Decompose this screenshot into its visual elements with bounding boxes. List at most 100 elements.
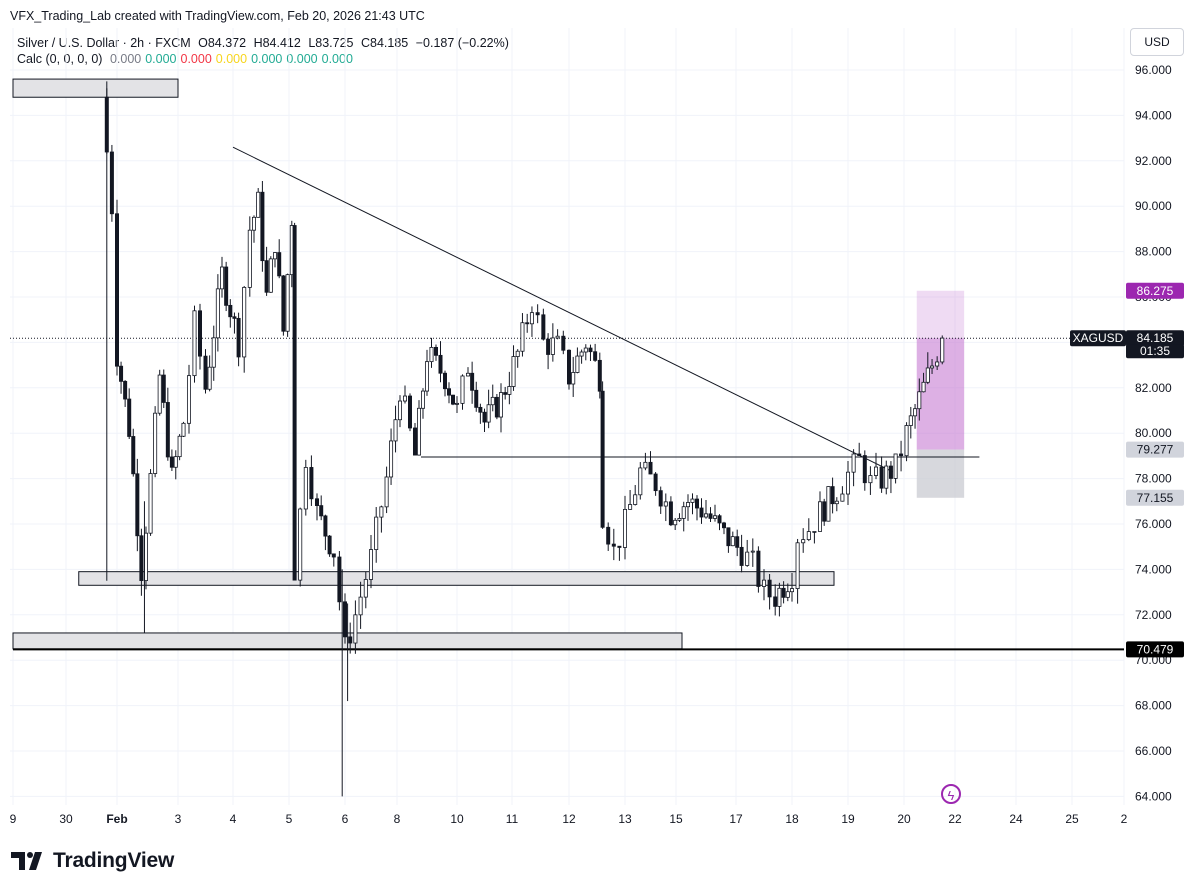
candle-body: [583, 347, 588, 353]
candle-body: [668, 501, 673, 526]
candles: [104, 81, 945, 797]
candle-body: [812, 531, 817, 533]
candle-body: [781, 587, 786, 598]
candle-body: [242, 286, 247, 358]
stop-price-label: 77.155: [1137, 491, 1174, 505]
candle-body: [494, 396, 499, 418]
candle-body: [460, 375, 465, 404]
candle-body: [893, 453, 898, 479]
candle-body: [393, 419, 398, 442]
lightning-icon[interactable]: ϟ: [941, 784, 961, 804]
candle-body: [695, 498, 700, 509]
target-zone: [916, 290, 965, 450]
target-price-label-bg: [1126, 282, 1184, 299]
candle-body: [750, 550, 755, 553]
chart-credit: VFX_Trading_Lab created with TradingView…: [10, 9, 425, 23]
candle-body: [822, 501, 827, 522]
candle-body: [203, 355, 208, 390]
candle-body: [348, 636, 353, 644]
candle-body: [109, 151, 114, 215]
x-axis-tick-label: Feb: [106, 812, 127, 826]
candle-body: [899, 453, 904, 457]
candle-body: [319, 505, 324, 517]
candle-body: [368, 549, 373, 580]
candle-body: [157, 374, 162, 414]
candle-body: [131, 436, 136, 475]
support-zone: [78, 571, 835, 586]
indicator-value: 0.000: [180, 52, 212, 66]
candle-body: [571, 372, 576, 385]
candle-body: [433, 346, 438, 356]
candle-body: [416, 407, 421, 456]
candle-body: [465, 372, 470, 377]
candle-body: [486, 404, 491, 423]
y-axis-tick-label: 68.000: [1135, 699, 1172, 713]
candle-body: [407, 395, 412, 429]
candle-body: [567, 349, 572, 385]
candle-body: [673, 519, 678, 526]
candle-body: [478, 406, 483, 413]
current-price-label-bg: [1126, 330, 1184, 347]
candle-body: [773, 596, 778, 607]
candle-body: [148, 473, 153, 534]
candle-body: [686, 502, 691, 508]
candle-body: [658, 490, 663, 507]
y-axis-tick-label: 90.000: [1135, 199, 1172, 213]
x-axis-tick-label: 12: [562, 812, 576, 826]
indicator-value: 0.000: [109, 52, 142, 66]
candle-body: [663, 501, 668, 507]
candle-body: [600, 390, 605, 528]
candle-body: [169, 456, 174, 468]
candle-body: [561, 335, 566, 351]
indicator-value: 0.000: [286, 52, 318, 66]
candle-body: [588, 347, 593, 353]
candle-body: [756, 550, 761, 587]
candle-body: [314, 498, 319, 507]
candle-body: [908, 415, 913, 426]
candle-body: [424, 361, 429, 392]
countdown-label: 01:35: [1140, 344, 1170, 358]
candle-body: [374, 516, 379, 550]
symbol-legend-row[interactable]: Silver / U.S. Dollar · 2h · FXCM O84.372…: [17, 35, 513, 51]
indicator-value: 0.000: [145, 52, 177, 66]
candle-body: [181, 422, 186, 437]
candle-body: [917, 391, 922, 410]
candle-body: [135, 473, 140, 537]
candle-body: [309, 467, 314, 500]
candle-body: [303, 467, 308, 510]
candle-body: [879, 466, 884, 489]
candle-body: [277, 252, 282, 277]
candle-body: [611, 543, 616, 547]
candle-body: [358, 596, 363, 616]
candle-body: [215, 288, 220, 339]
currency-button[interactable]: USD: [1130, 28, 1184, 56]
candle-body: [606, 526, 611, 545]
y-axis-tick-label: 74.000: [1135, 562, 1172, 576]
candle-body: [555, 335, 560, 339]
candle-body: [342, 601, 347, 638]
indicator-legend-row[interactable]: Calc (0, 0, 0, 0) 0.000 0.000 0.000 0.000 0.…: [17, 51, 513, 67]
entry-price-label-bg: [1126, 441, 1184, 458]
y-axis-tick-label: 66.000: [1135, 744, 1172, 758]
candle-body: [384, 476, 389, 508]
candle-body: [232, 316, 237, 319]
candle-body: [429, 346, 434, 363]
candle-body: [795, 542, 800, 589]
candle-body: [236, 317, 241, 358]
x-axis-tick-label: 20: [897, 812, 911, 826]
x-axis-tick-label: 24: [1009, 812, 1023, 826]
candle-body: [777, 587, 782, 607]
candle-body: [874, 466, 879, 476]
symbol-price-tag: XAGUSD: [1073, 331, 1124, 345]
x-axis-tick-label: 8: [394, 812, 401, 826]
candle-body: [412, 427, 417, 456]
candle-body: [165, 402, 170, 458]
candle-body: [579, 351, 584, 357]
y-axis-tick-label: 94.000: [1135, 108, 1172, 122]
price-change: −0.187 (−0.22%): [415, 36, 509, 50]
current-price-label: 84.185: [1137, 331, 1174, 345]
x-axis-tick-label: 19: [841, 812, 855, 826]
candle-body: [482, 411, 487, 423]
candle-body: [785, 591, 790, 598]
